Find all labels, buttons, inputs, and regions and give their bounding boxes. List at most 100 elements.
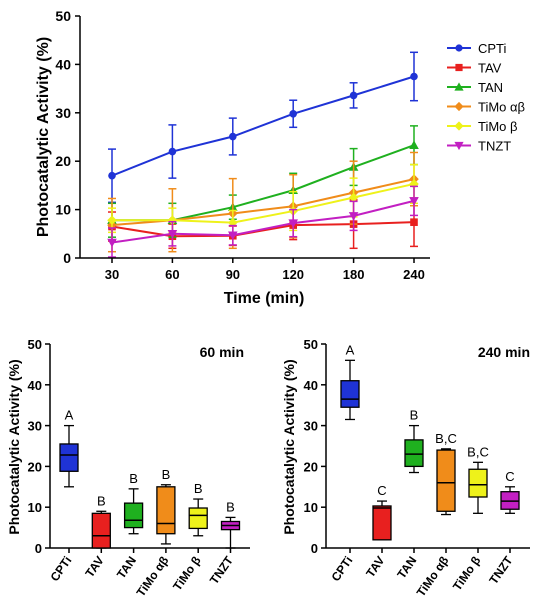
x-tick-label: TAV (363, 554, 387, 580)
data-point (348, 212, 359, 221)
group-letter: B (226, 499, 235, 514)
y-tick-label: 10 (55, 202, 71, 218)
y-tick-label: 30 (304, 419, 318, 434)
group-letter: B (194, 481, 203, 496)
legend-item: TAN (447, 80, 503, 95)
legend-label: TNZT (478, 139, 511, 154)
legend-marker (455, 44, 463, 52)
legend-label: TAN (478, 80, 503, 95)
box-rect (59, 443, 79, 472)
box-tav: B TAV (83, 493, 111, 580)
series-group (107, 51, 419, 258)
x-tick-label: 240 (403, 267, 425, 282)
box-rect (188, 507, 208, 530)
data-point (167, 230, 178, 239)
box-plot-60-min: Photocatalytic Activity (%) 60 min 0 10 20… (6, 337, 250, 599)
y-tick-label: 10 (28, 500, 42, 515)
box-rect (436, 449, 456, 512)
data-point (107, 215, 117, 226)
y-tick-label: 50 (28, 337, 42, 352)
data-point (349, 91, 358, 100)
data-point (410, 72, 418, 81)
box-plot-240-min: Photocatalytic Activity (%) 240 min 0 10 2… (281, 337, 530, 599)
x-tick-label: CPTi (47, 554, 74, 584)
x-tick-label: 120 (282, 267, 304, 282)
box-rect (156, 486, 176, 535)
y-tick-label: 20 (28, 459, 42, 474)
series-line (111, 178, 415, 227)
y-tick-labels: 0 10 20 30 40 50 (55, 8, 71, 266)
data-point (288, 219, 298, 228)
series-cpti (108, 51, 418, 204)
panel-title: 240 min (478, 344, 530, 360)
box-timo-: B,C TiMo β (450, 444, 489, 593)
legend-label: TiMo β (478, 119, 518, 134)
x-tick-label: 60 (165, 267, 179, 282)
data-point (228, 231, 238, 241)
x-tick-label: 90 (226, 267, 240, 282)
x-tick-labels: 30 60 90 120 180 240 (105, 267, 425, 282)
y-tick-label: 20 (55, 153, 71, 169)
x-axis-title: Time (min) (224, 290, 305, 307)
group-letter: A (65, 408, 74, 423)
group-letter: B,C (435, 431, 457, 446)
data-point (108, 171, 116, 180)
group-letter: B (162, 467, 171, 482)
box-tan: B TAN (114, 471, 144, 582)
data-point (289, 109, 298, 118)
y-axis-title: Photocatalytic Activity (%) (6, 359, 22, 534)
y-tick-label: 30 (28, 419, 42, 434)
box-rect (404, 439, 424, 468)
data-point (168, 147, 177, 156)
x-tick-label: TNZT (207, 553, 236, 587)
y-tick-label: 50 (304, 337, 318, 352)
box-rect (468, 468, 488, 498)
group-letter: B (97, 493, 106, 508)
y-tick-label: 0 (63, 250, 71, 266)
panel-title: 60 min (200, 344, 244, 360)
data-point (107, 238, 117, 248)
line-chart: Photocatalytic Activity (%) Time (min) 0… (35, 8, 525, 307)
box-tnzt: B TNZT (207, 499, 241, 587)
box-rect (372, 505, 392, 541)
legend-item: TiMo αβ (447, 100, 525, 115)
x-tick-label: TAN (114, 554, 139, 582)
y-tick-label: 0 (311, 541, 318, 556)
legend-marker (454, 82, 464, 91)
legend-marker (454, 101, 464, 112)
y-tick-label: 20 (304, 459, 318, 474)
data-point (409, 197, 419, 206)
data-point (348, 192, 359, 203)
y-tick-label: 40 (55, 56, 71, 72)
group-letter: B (129, 471, 138, 486)
y-tick-label: 40 (28, 378, 42, 393)
group-letter: A (346, 342, 355, 357)
box-tnzt: C TNZT (486, 469, 520, 587)
series-line (112, 182, 415, 224)
box-tav: C TAV (363, 483, 392, 580)
x-tick-label: TAV (83, 554, 107, 580)
x-tick-label: TiMo β (450, 554, 484, 594)
data-point (229, 132, 237, 141)
box-rect (91, 512, 111, 549)
y-tick-label: 40 (304, 378, 318, 393)
series-tav (108, 197, 418, 250)
x-tick-label: 180 (343, 267, 365, 282)
series-tnzt (107, 185, 419, 258)
data-point (409, 140, 419, 150)
legend: CPTi TAV TAN TiMo αβ TiMo β TNZT (447, 41, 525, 154)
y-axis-title: Photocatalytic Activity (%) (281, 359, 297, 534)
box-cpti: A CPTi (47, 408, 79, 584)
series-line (111, 199, 415, 244)
y-tick-label: 50 (55, 8, 71, 24)
y-tick-label: 0 (35, 541, 42, 556)
series-line (111, 75, 415, 177)
x-tick-label: TiMo β (170, 554, 204, 594)
data-point (410, 218, 418, 226)
x-tick-label: CPTi (328, 554, 355, 584)
data-point (167, 215, 178, 226)
legend-item: TAV (447, 61, 502, 76)
x-tick-label: 30 (105, 267, 119, 282)
